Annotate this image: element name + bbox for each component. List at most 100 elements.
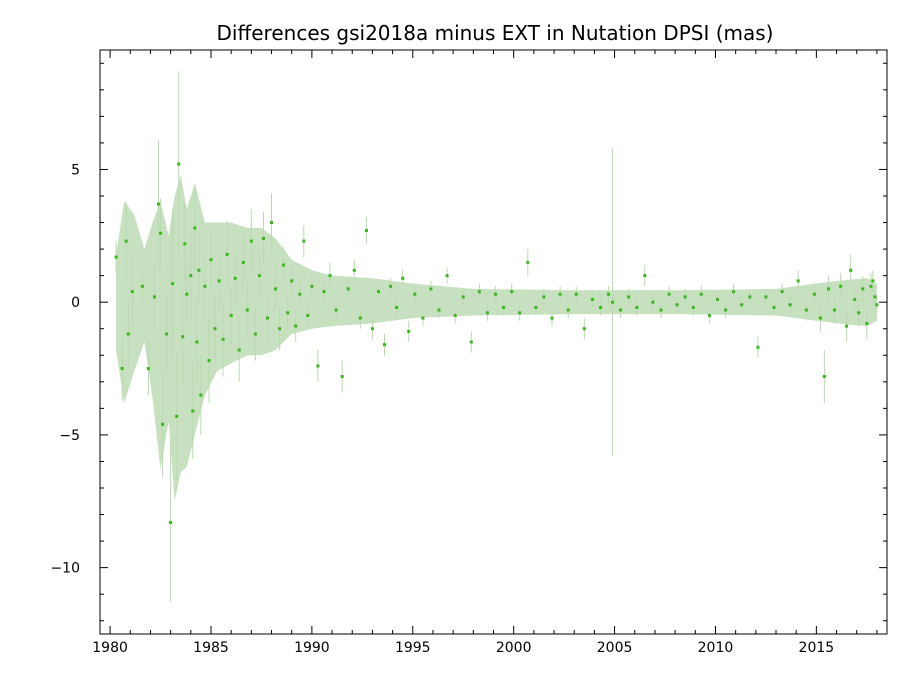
data-point (191, 409, 195, 413)
x-axis: 1980 1985 1990 1995 2000 2005 2010 2015 (92, 50, 878, 656)
data-point (395, 306, 399, 309)
data-point (189, 274, 193, 278)
data-point (183, 242, 187, 246)
data-point-layer (114, 162, 879, 524)
data-point (185, 292, 189, 296)
y-tick-label: 5 (71, 162, 80, 178)
data-point (619, 308, 623, 312)
data-point (849, 268, 853, 272)
data-point (599, 306, 602, 309)
data-point (199, 393, 203, 397)
data-point (237, 348, 241, 352)
data-point (627, 295, 631, 299)
data-point (221, 337, 225, 341)
data-point (159, 231, 162, 235)
data-point (352, 268, 356, 272)
data-point (322, 290, 326, 294)
data-point (566, 308, 570, 312)
data-point (294, 324, 298, 328)
data-point (195, 340, 199, 344)
data-point (845, 324, 849, 328)
data-point (233, 276, 237, 280)
data-point (193, 226, 197, 230)
data-point (169, 521, 173, 524)
data-point (257, 274, 261, 278)
data-point (209, 258, 213, 262)
data-point (358, 316, 362, 320)
data-point (510, 290, 514, 294)
data-point (225, 252, 229, 256)
data-point (245, 308, 249, 312)
data-point (869, 284, 873, 288)
data-point (873, 295, 877, 299)
data-point (675, 303, 679, 307)
data-point (270, 221, 273, 224)
data-point (290, 279, 294, 283)
data-point (197, 268, 201, 272)
data-point (203, 284, 207, 288)
data-point (207, 359, 211, 363)
data-point (839, 284, 843, 288)
data-point (175, 414, 179, 418)
data-point (153, 295, 156, 299)
data-point (334, 308, 338, 312)
data-point (229, 314, 233, 317)
data-point (249, 239, 253, 243)
data-point (181, 335, 185, 339)
data-point (346, 287, 350, 291)
error-envelope-layer (116, 174, 877, 502)
x-tick-label: 1990 (294, 640, 330, 656)
data-point (177, 162, 181, 166)
data-point (437, 308, 441, 312)
data-point (298, 292, 302, 296)
data-point (286, 311, 290, 315)
data-point (302, 239, 306, 243)
data-point (542, 295, 546, 299)
x-tick-label: 2000 (496, 640, 532, 656)
data-point (716, 298, 719, 301)
data-point (582, 327, 586, 331)
y-axis: −10 −5 0 5 (50, 62, 887, 622)
data-point (477, 290, 481, 294)
data-point (534, 306, 538, 309)
data-point (861, 287, 865, 291)
data-point (865, 321, 869, 325)
data-point (707, 314, 711, 317)
data-point (590, 298, 594, 301)
data-point (114, 255, 118, 259)
data-point (853, 298, 857, 301)
data-point (796, 279, 800, 283)
y-tick-label: −10 (50, 561, 80, 577)
data-point (370, 327, 374, 331)
data-point (140, 284, 144, 288)
data-point (364, 229, 368, 232)
data-point (732, 290, 736, 294)
data-point (683, 295, 687, 299)
data-point (643, 274, 647, 278)
data-point (389, 284, 393, 288)
data-point (724, 308, 728, 312)
data-point (611, 300, 615, 304)
data-point (550, 316, 554, 320)
data-point (818, 316, 822, 320)
data-point (485, 311, 489, 315)
data-point (126, 332, 130, 336)
data-point (278, 327, 282, 331)
data-point (748, 295, 752, 299)
data-point (635, 306, 639, 309)
data-point (213, 327, 217, 331)
data-point (740, 303, 744, 307)
data-point (124, 239, 128, 243)
data-point (310, 284, 314, 288)
data-point (262, 237, 265, 240)
data-point (383, 343, 386, 347)
data-point (667, 292, 671, 296)
data-point (788, 303, 792, 307)
data-point (274, 287, 278, 291)
data-point (822, 375, 826, 378)
data-point (316, 364, 320, 368)
data-point (764, 295, 768, 299)
data-point (827, 287, 830, 291)
data-point (699, 292, 703, 296)
data-point (217, 279, 221, 283)
